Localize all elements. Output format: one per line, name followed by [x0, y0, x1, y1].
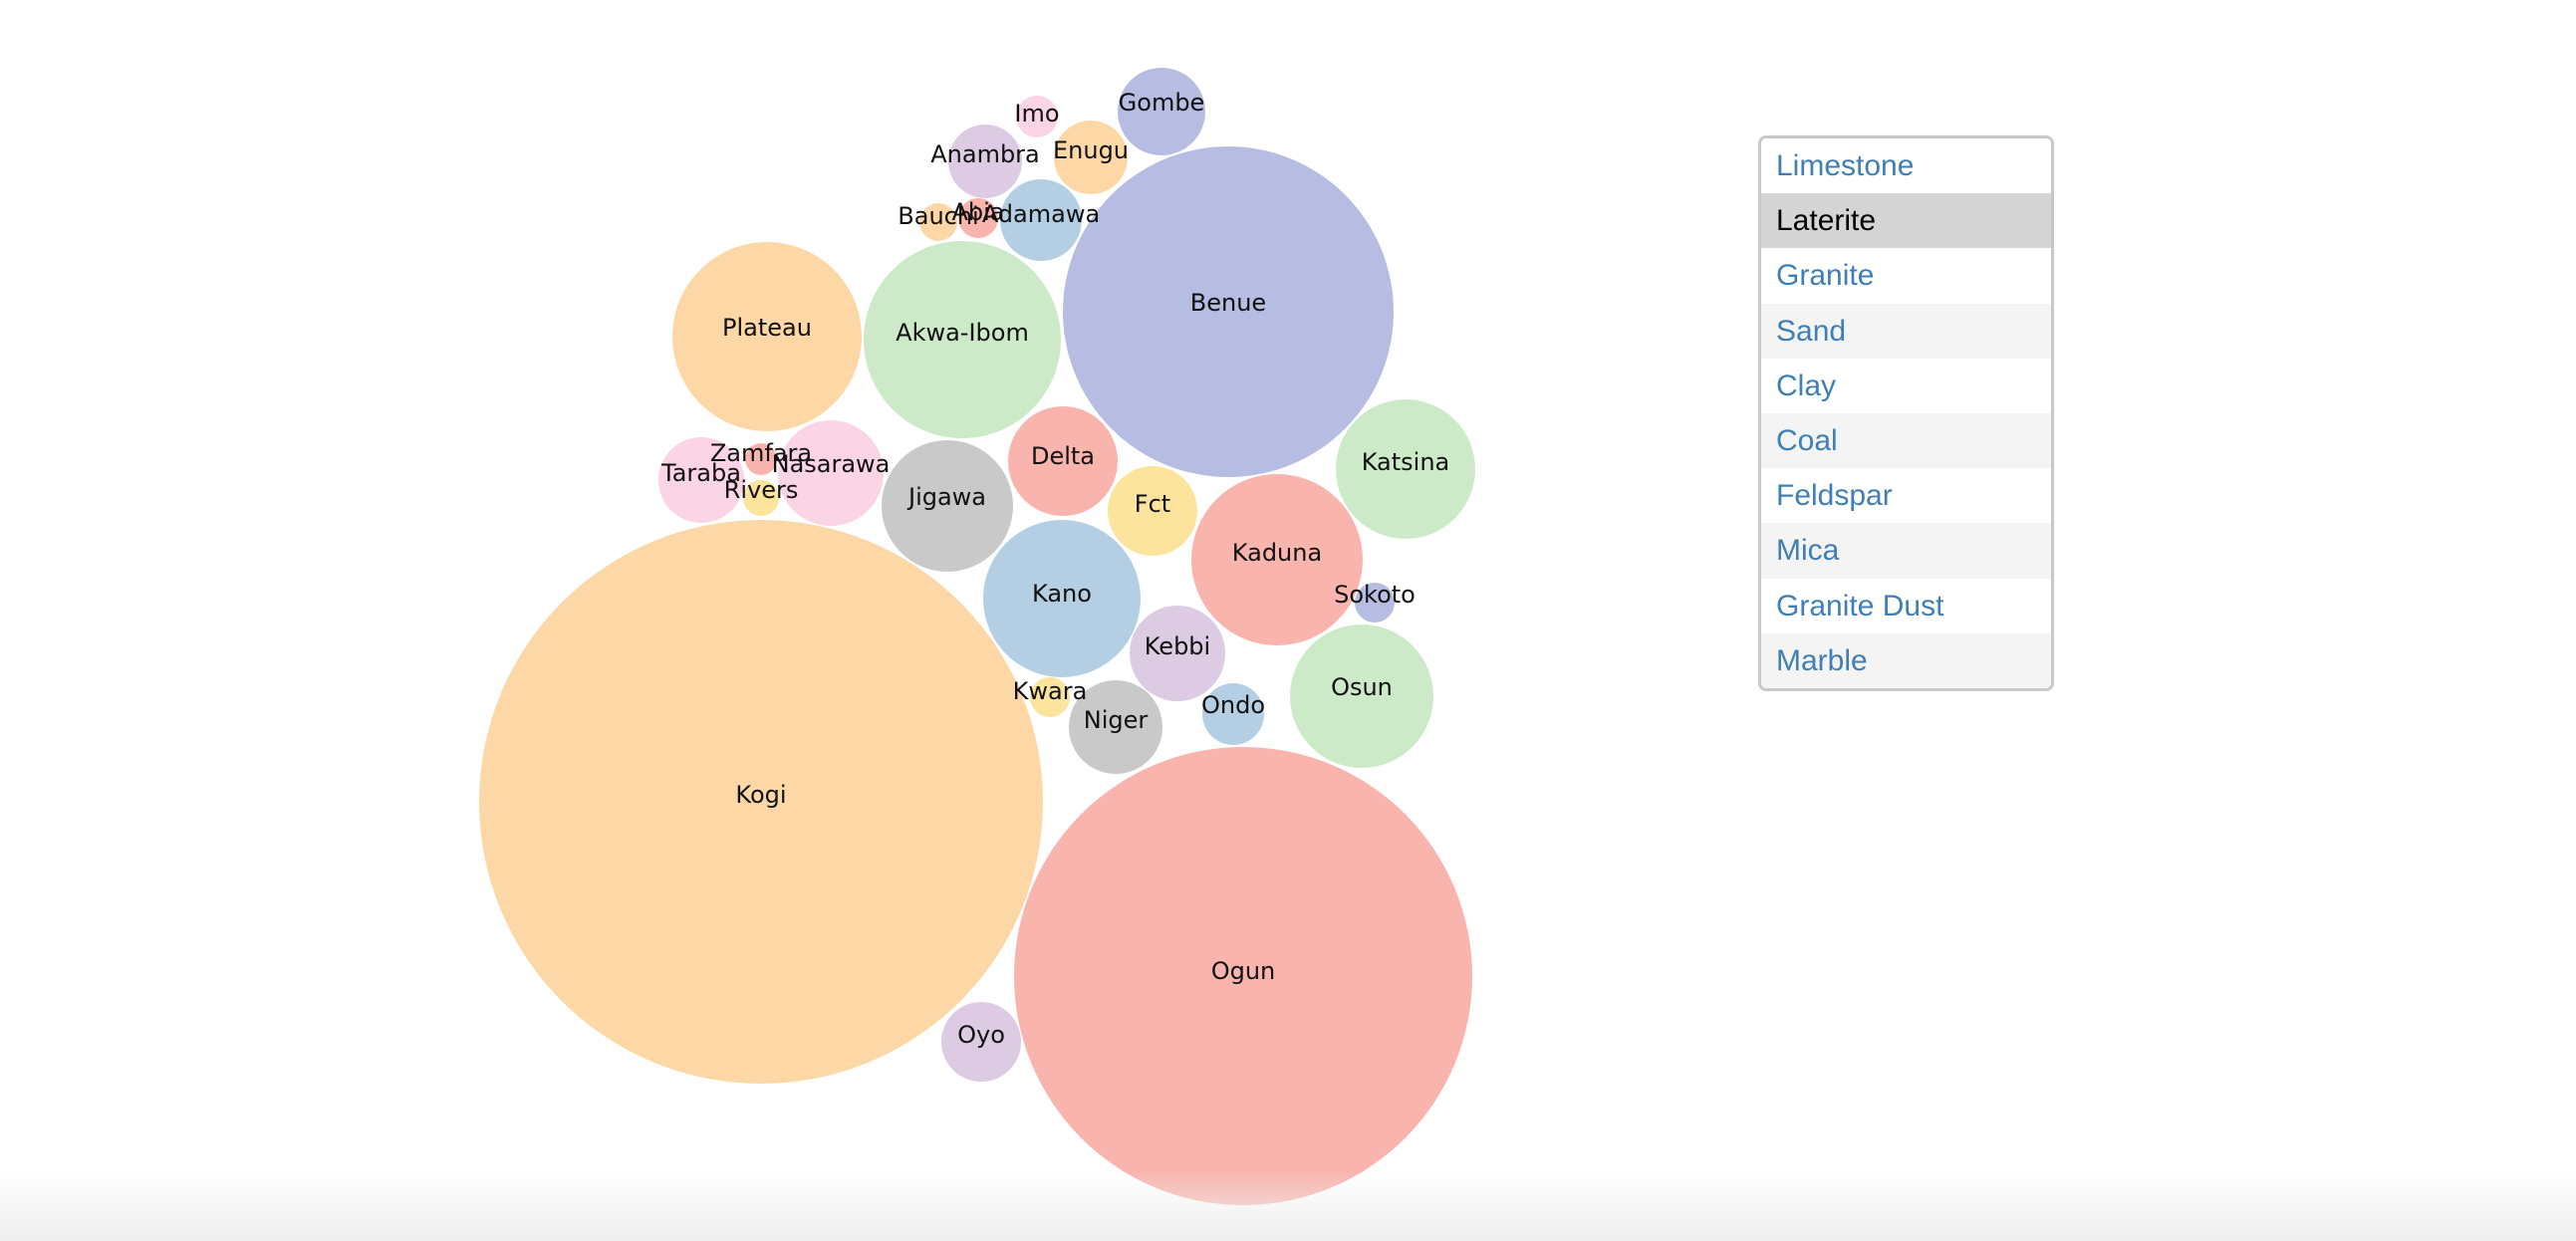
bubble-label-kano: Kano: [1032, 580, 1092, 608]
bubble-label-rivers: Rivers: [724, 476, 799, 504]
bubble-label-delta: Delta: [1031, 442, 1095, 470]
bubble-kebbi[interactable]: [1130, 606, 1225, 701]
bubble-kano[interactable]: [983, 520, 1141, 677]
bubble-ondo[interactable]: [1202, 683, 1264, 745]
mineral-option-laterite[interactable]: Laterite: [1761, 193, 2051, 249]
mineral-option-clay[interactable]: Clay: [1761, 358, 2051, 413]
mineral-option-feldspar[interactable]: Feldspar: [1761, 468, 2051, 524]
bubble-adamawa[interactable]: [1000, 179, 1082, 261]
bubble-plateau[interactable]: [672, 242, 862, 431]
bubble-osun[interactable]: [1290, 624, 1433, 768]
mineral-option-sand[interactable]: Sand: [1761, 303, 2051, 359]
bubble-delta[interactable]: [1008, 406, 1118, 516]
bubble-ogun[interactable]: [1014, 747, 1472, 1205]
bubble-label-taraba: Taraba: [660, 459, 741, 487]
bubble-label-fct: Fct: [1135, 490, 1170, 518]
bubble-label-kwara: Kwara: [1013, 677, 1088, 705]
bubble-bauchi[interactable]: [919, 203, 957, 241]
bubble-anambra[interactable]: [948, 124, 1022, 198]
bubble-imo[interactable]: [1016, 96, 1058, 137]
bubble-abia[interactable]: [958, 198, 998, 238]
bubble-label-akwa-ibom: Akwa-Ibom: [896, 319, 1029, 347]
bubble-rivers[interactable]: [743, 480, 779, 516]
bubble-label-plateau: Plateau: [722, 314, 812, 342]
bubble-nasarawa[interactable]: [778, 420, 884, 526]
bubble-zamfara[interactable]: [745, 443, 777, 475]
bubble-katsina[interactable]: [1336, 399, 1475, 539]
mineral-list[interactable]: Limestone Laterite Granite Sand Clay Coal Feld…: [1758, 135, 2054, 691]
bubble-akwa-ibom[interactable]: [864, 241, 1061, 438]
bubble-label-nasarawa: Nasarawa: [772, 450, 891, 478]
bubble-label-zamfara: Zamfara: [710, 439, 812, 467]
bubble-gombe[interactable]: [1118, 68, 1205, 155]
bubble-label-kaduna: Kaduna: [1232, 539, 1322, 567]
bubble-label-sokoto: Sokoto: [1334, 581, 1416, 609]
bubble-label-kogi: Kogi: [735, 781, 786, 809]
bubble-label-osun: Osun: [1331, 673, 1393, 701]
bubble-sokoto[interactable]: [1355, 583, 1395, 622]
bubble-benue[interactable]: [1063, 146, 1394, 477]
bubble-label-bauchi: Bauchi: [898, 202, 978, 230]
bubble-kwara[interactable]: [1030, 677, 1070, 717]
bubble-label-imo: Imo: [1014, 100, 1059, 127]
mineral-option-granite[interactable]: Granite: [1761, 248, 2051, 304]
bubble-label-gombe: Gombe: [1119, 89, 1205, 117]
mineral-option-mica[interactable]: Mica: [1761, 523, 2051, 579]
bubble-label-enugu: Enugu: [1053, 136, 1129, 164]
bubble-label-ogun: Ogun: [1211, 957, 1276, 985]
bubble-kaduna[interactable]: [1191, 474, 1363, 645]
bubble-kogi[interactable]: [479, 520, 1043, 1084]
bubble-label-niger: Niger: [1084, 706, 1149, 734]
bubble-label-abia: Abia: [951, 198, 1004, 226]
bubble-niger[interactable]: [1069, 680, 1162, 774]
bubble-label-ondo: Ondo: [1201, 691, 1265, 719]
bubble-label-benue: Benue: [1190, 289, 1266, 317]
mineral-option-limestone[interactable]: Limestone: [1761, 138, 2051, 194]
bubble-label-adamawa: Adamawa: [982, 200, 1100, 228]
mineral-option-coal[interactable]: Coal: [1761, 412, 2051, 469]
bubble-oyo[interactable]: [941, 1002, 1021, 1082]
bubble-label-kebbi: Kebbi: [1145, 632, 1210, 660]
bubble-jigawa[interactable]: [882, 440, 1013, 572]
bubble-label-katsina: Katsina: [1362, 448, 1450, 476]
mineral-option-granite-dust[interactable]: Granite Dust: [1761, 578, 2051, 633]
bubble-enugu[interactable]: [1054, 121, 1128, 194]
bubble-label-jigawa: Jigawa: [906, 483, 986, 511]
bubble-taraba[interactable]: [658, 437, 744, 523]
bubble-fct[interactable]: [1108, 466, 1197, 556]
bubble-label-oyo: Oyo: [957, 1021, 1005, 1049]
mineral-option-marble[interactable]: Marble: [1761, 632, 2051, 688]
bubble-chart: Kogi Ogun Benue Akwa-Ibom Plateau Kaduna Kano O…: [479, 68, 1475, 1205]
bubble-label-anambra: Anambra: [930, 140, 1040, 168]
